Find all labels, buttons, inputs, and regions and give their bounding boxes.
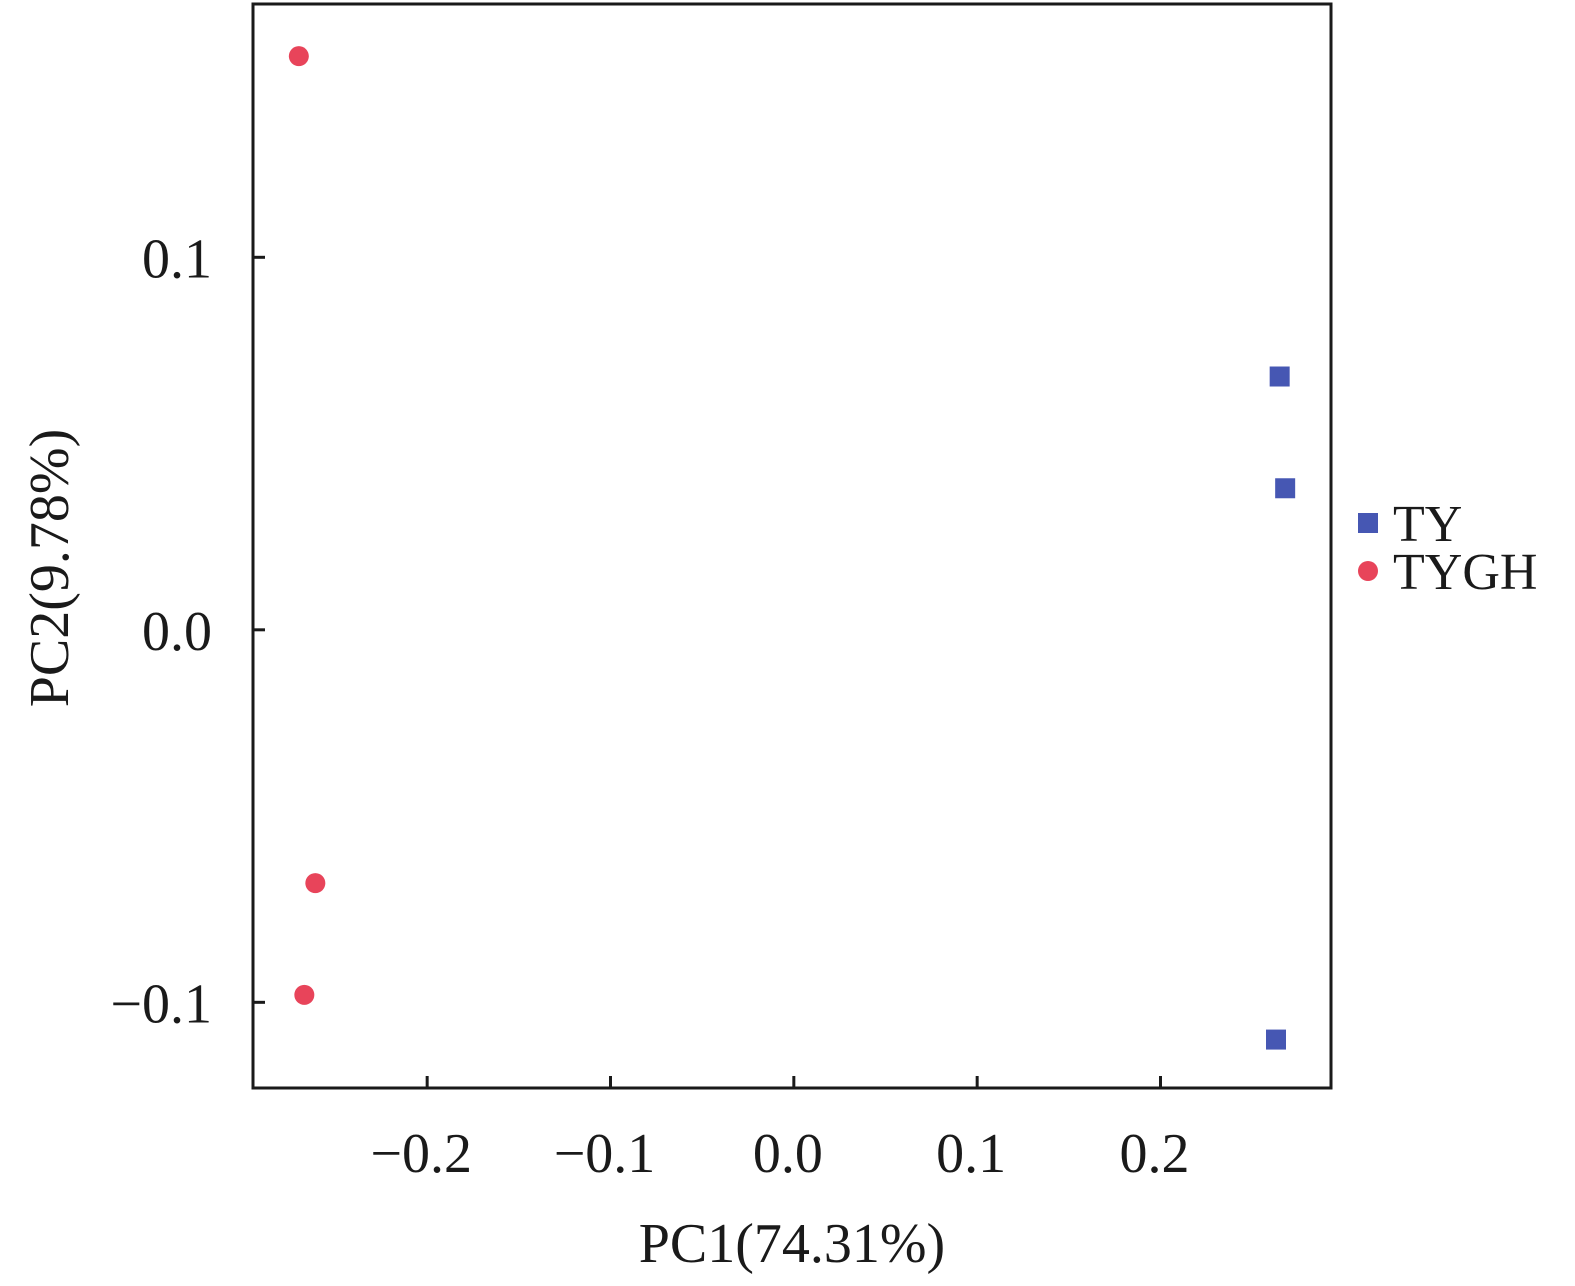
x-axis: −0.2 −0.1 0.0 0.1 0.2 xyxy=(370,1076,1190,1185)
data-point-ty xyxy=(1275,478,1296,499)
x-tick-label: 0.0 xyxy=(753,1123,823,1185)
data-point-tygh xyxy=(288,46,309,67)
legend-label-ty: TY xyxy=(1393,496,1462,553)
y-tick-label: 0.1 xyxy=(142,228,212,290)
data-points xyxy=(288,46,1296,1050)
data-point-tygh xyxy=(294,984,315,1005)
plot-frame xyxy=(251,2,1333,1090)
y-tick-label: −0.1 xyxy=(110,973,212,1035)
y-tick-label: 0.0 xyxy=(142,601,212,663)
y-axis-label: PC2(9.78%) xyxy=(19,429,81,707)
legend-label-tygh: TYGH xyxy=(1393,544,1537,601)
legend-swatch-ty xyxy=(1358,513,1378,533)
x-tick-label: −0.1 xyxy=(554,1123,656,1185)
x-axis-label: PC1(74.31%) xyxy=(639,1213,945,1275)
data-point-ty xyxy=(1266,1029,1286,1050)
legend-swatch-tygh xyxy=(1358,561,1378,581)
data-point-tygh xyxy=(305,873,326,894)
x-tick-label: −0.2 xyxy=(370,1123,472,1185)
x-tick-label: 0.2 xyxy=(1120,1123,1190,1185)
y-axis: −0.1 0.0 0.1 xyxy=(110,228,265,1035)
data-point-ty xyxy=(1269,366,1290,387)
x-tick-label: 0.1 xyxy=(936,1123,1006,1185)
